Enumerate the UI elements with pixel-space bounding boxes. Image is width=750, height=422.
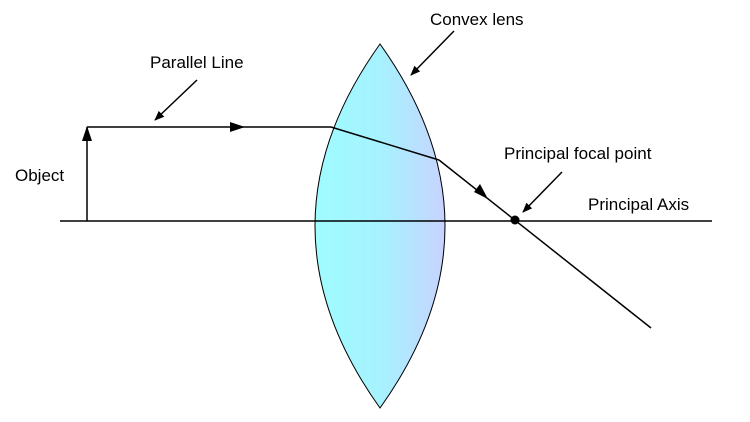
parallel-line-label: Parallel Line xyxy=(150,53,244,72)
parallel-line-pointer xyxy=(154,79,198,121)
parallel-ray-arrowhead xyxy=(230,122,245,132)
convex-lens-pointer xyxy=(410,30,455,76)
principal-axis-label: Principal Axis xyxy=(588,195,689,214)
refracted-ray-inside-lens xyxy=(330,126,440,161)
principal-focal-point-label: Principal focal point xyxy=(504,144,652,163)
object-label: Object xyxy=(15,166,64,185)
focal-point-pointer xyxy=(522,171,563,213)
convex-lens-label: Convex lens xyxy=(430,10,524,29)
convex-lens-shape xyxy=(314,43,446,409)
object-arrowhead xyxy=(82,126,92,141)
principal-focal-point-dot xyxy=(510,215,520,225)
refracted-ray-arrowhead xyxy=(474,184,488,199)
refracted-ray xyxy=(438,159,652,329)
